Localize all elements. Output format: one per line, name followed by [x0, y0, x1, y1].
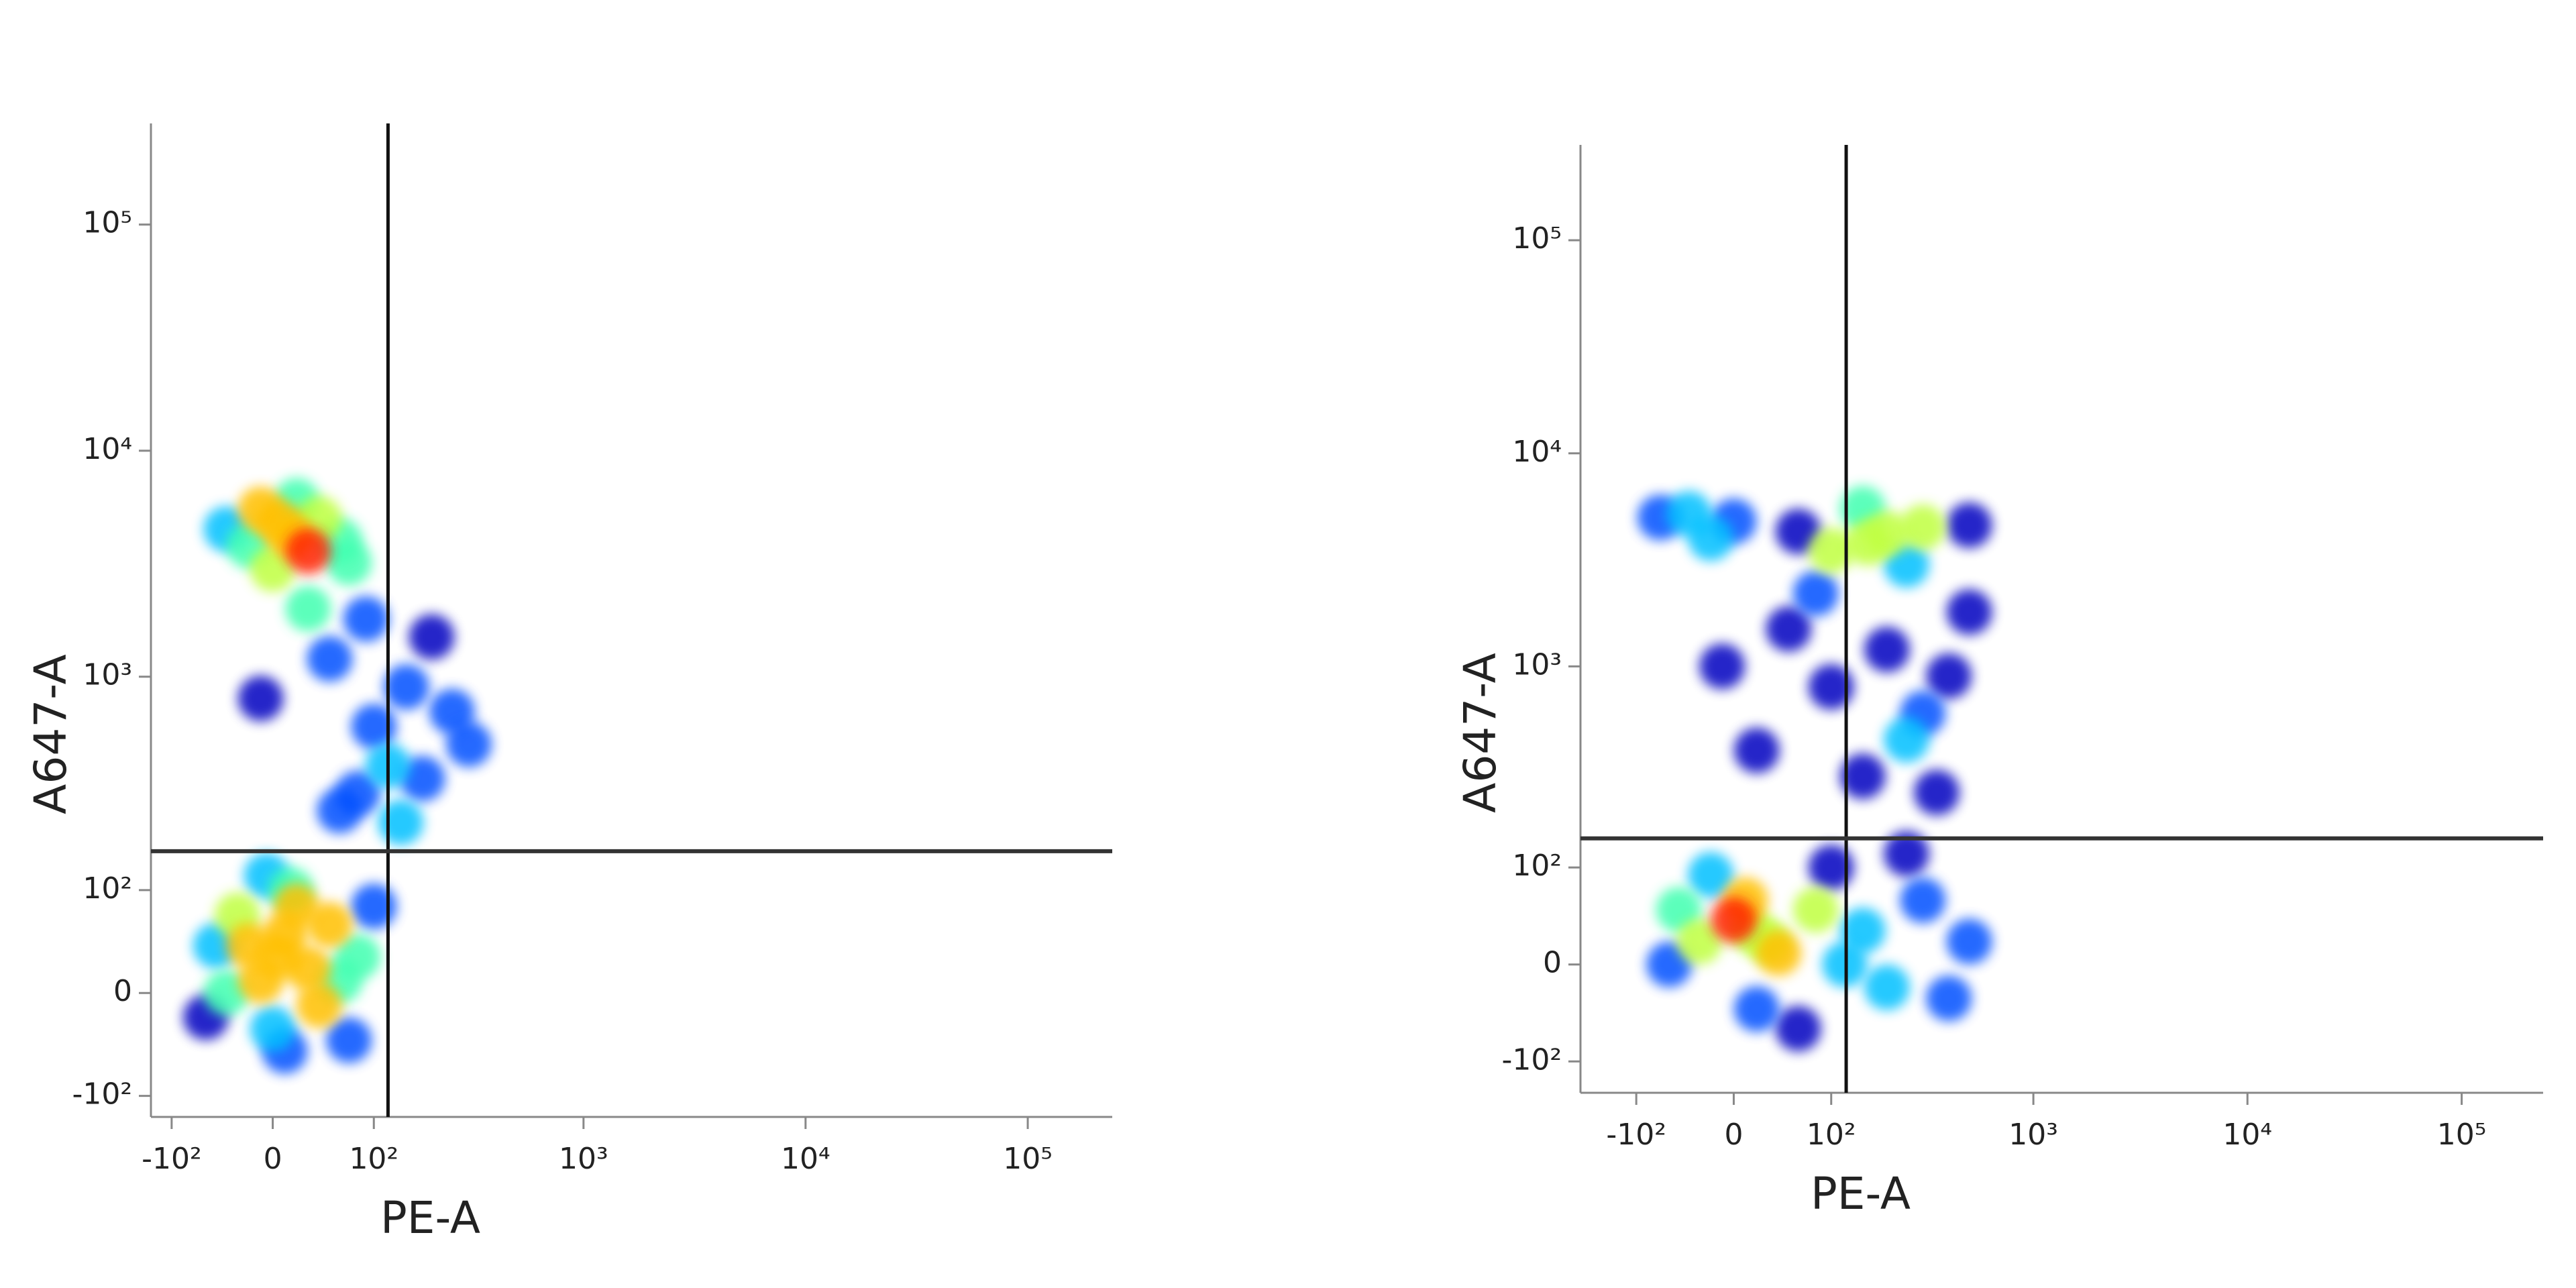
event [285, 586, 331, 632]
event [335, 770, 381, 816]
event [1926, 653, 1972, 699]
event [296, 982, 342, 1028]
x-axis-label: PE-A [380, 1192, 480, 1244]
event [1900, 504, 1946, 550]
event [1756, 930, 1802, 976]
plot: -10² 0 10² 10³ 10⁴ 10⁵ -10² 0 10² 10³ 10⁴ 10⁵ PE-A A6… [25, 123, 1112, 1244]
y-tick-label: 0 [113, 974, 132, 1008]
event [250, 1006, 296, 1052]
event [445, 721, 492, 767]
event [1688, 852, 1734, 898]
event [262, 912, 308, 958]
x-tick-label: -10² [142, 1142, 202, 1176]
event [335, 934, 381, 980]
event [1839, 753, 1886, 800]
event [1914, 769, 1960, 816]
event [1864, 964, 1910, 1010]
event [1676, 918, 1723, 965]
x-tick-label: 0 [264, 1142, 282, 1176]
x-tick-label: 10² [1807, 1118, 1856, 1152]
event [351, 704, 397, 750]
event [1926, 975, 1972, 1022]
event [1775, 508, 1821, 555]
event [1946, 589, 1992, 635]
event [1900, 877, 1946, 924]
event [409, 614, 455, 660]
event [1775, 1006, 1821, 1052]
plot: -10² 0 10² 10³ 10⁴ 10⁵ -10² 0 10² 10³ 10⁴ 10⁵ PE-A A6… [1454, 145, 2543, 1220]
event [1733, 986, 1780, 1032]
y-tick-label: -10² [1501, 1042, 1562, 1077]
event [256, 500, 302, 546]
y-tick-label: 10⁴ [1512, 435, 1562, 469]
y-tick-label: 10² [1512, 849, 1562, 883]
event [1808, 663, 1854, 710]
event [326, 1017, 372, 1063]
x-tick-label: 10⁵ [1003, 1142, 1053, 1176]
x-tick-label: 10² [349, 1142, 398, 1176]
event [399, 755, 445, 802]
y-tick-label: 10³ [1512, 647, 1562, 682]
event [285, 528, 331, 574]
event [285, 945, 331, 991]
y-tick-label: 10³ [83, 658, 132, 692]
y-tick-label: 0 [1543, 946, 1562, 980]
x-tick-label: -10² [1606, 1118, 1666, 1152]
event [1711, 897, 1757, 943]
x-tick-label: 10⁴ [781, 1142, 830, 1176]
event [378, 800, 424, 846]
x-tick-label: 10⁵ [2437, 1118, 2487, 1152]
y-tick-label: 10⁵ [1512, 221, 1562, 256]
event [1733, 727, 1780, 773]
y-tick-label: 10² [83, 871, 132, 906]
y-axis-label: A647-A [1454, 653, 1506, 813]
event [1839, 908, 1886, 954]
event [1946, 502, 1992, 548]
y-tick-label: -10² [72, 1077, 132, 1112]
x-tick-label: 10⁴ [2222, 1118, 2272, 1152]
event [203, 970, 250, 1016]
event [1808, 845, 1854, 891]
x-tick-label: 0 [1724, 1118, 1743, 1152]
y-axis-label: A647-A [25, 654, 76, 814]
event [1946, 918, 1992, 965]
event [1688, 515, 1734, 561]
event [1864, 511, 1910, 557]
event [307, 636, 353, 682]
event [351, 883, 397, 930]
event [1766, 606, 1812, 652]
event [343, 596, 389, 642]
event [237, 676, 284, 722]
y-tick-label: 10⁵ [83, 206, 132, 240]
x-tick-label: 10³ [559, 1142, 608, 1176]
event [1808, 527, 1854, 574]
event [383, 664, 429, 710]
event [1864, 627, 1910, 673]
x-tick-label: 10³ [2008, 1118, 2058, 1152]
event [1884, 830, 1930, 877]
x-axis-label: PE-A [1811, 1168, 1911, 1220]
event [1792, 887, 1839, 933]
event [1884, 716, 1930, 763]
y-tick-label: 10⁴ [83, 432, 132, 466]
event [1699, 643, 1746, 690]
event [1792, 570, 1839, 616]
